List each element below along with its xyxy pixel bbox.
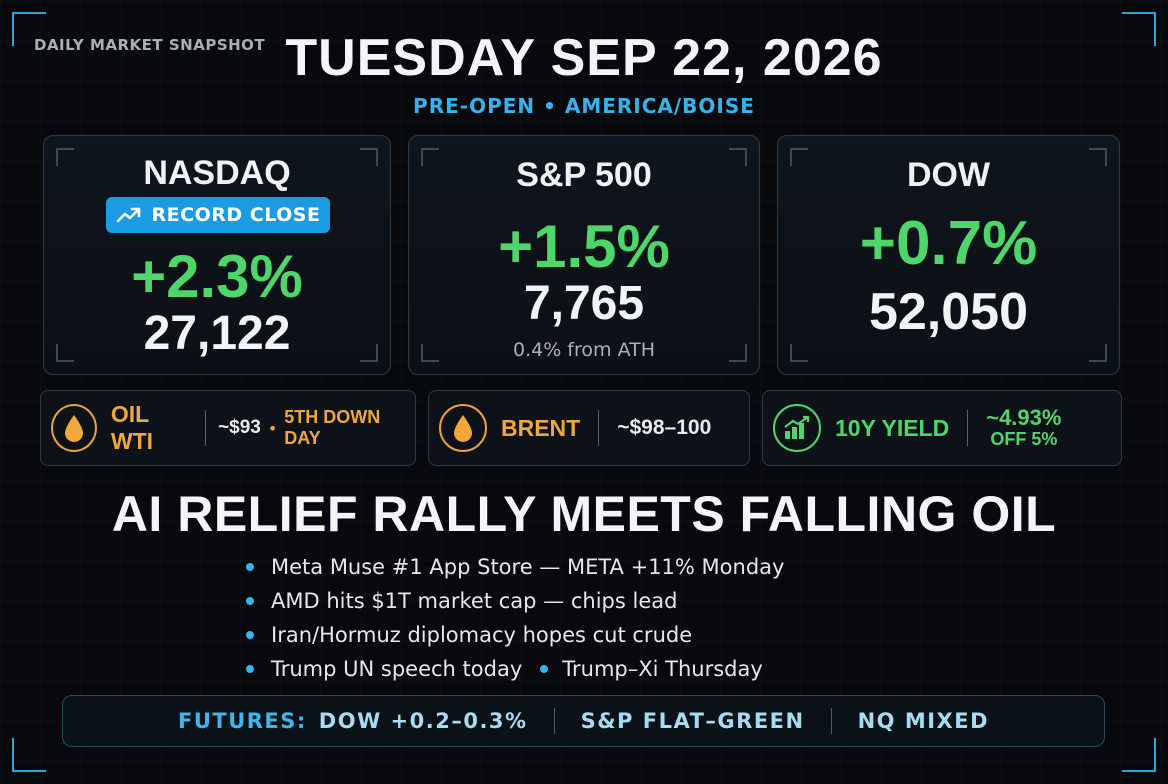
bullet-dot (246, 665, 254, 673)
bar-chart-up-icon (773, 404, 821, 452)
badge-label: RECORD CLOSE (151, 204, 321, 226)
futures-item-dow: DOW +0.2–0.3% (318, 709, 528, 733)
oil-drop-icon (51, 404, 97, 452)
frame-corner-top-right (1122, 12, 1156, 46)
frame-corner-top-left (12, 12, 46, 46)
index-value: 27,122 (143, 307, 291, 360)
futures-item-sp: S&P FLAT–GREEN (580, 709, 805, 733)
commodity-extra: 5TH DOWN DAY (284, 407, 381, 448)
oil-drop-icon (439, 404, 487, 452)
index-change: +2.3% (131, 243, 303, 310)
index-value: 52,050 (868, 283, 1029, 341)
bullet-dot (246, 563, 254, 571)
trend-up-icon (116, 207, 140, 223)
index-name: S&P 500 (516, 156, 652, 194)
page-subtitle: PRE-OPEN • AMERICA/BOISE (413, 94, 755, 118)
bullet-dot (246, 631, 254, 639)
bullet-dot (540, 665, 549, 673)
frame-corner-bottom-right (1122, 738, 1156, 772)
frame-corner-bottom-left (12, 738, 46, 772)
commodity-label: 10Y YIELD (835, 414, 950, 441)
list-item: Meta Muse #1 App Store — META +11% Monda… (246, 550, 784, 584)
list-item: AMD hits $1T market cap — chips lead (246, 584, 784, 618)
index-name: NASDAQ (143, 154, 291, 192)
futures-bar: FUTURES: DOW +0.2–0.3% S&P FLAT–GREEN NQ… (62, 695, 1105, 747)
kicker-label: DAILY MARKET SNAPSHOT (34, 36, 266, 54)
index-name: DOW (906, 156, 991, 194)
news-bullet-list: Meta Muse #1 App Store — META +11% Monda… (246, 550, 784, 686)
record-close-badge: RECORD CLOSE (106, 197, 330, 233)
ath-note: 0.4% from ATH (513, 339, 655, 361)
index-card-dow: DOW +0.7% 52,050 (777, 135, 1120, 375)
commodity-pill-10y: 10Y YIELD ~4.93% OFF 5% (762, 390, 1122, 466)
page-title: TUESDAY SEP 22, 2026 (285, 29, 883, 87)
bullet-dot (246, 597, 254, 605)
index-card-sp500: S&P 500 +1.5% 7,765 0.4% from ATH (408, 135, 760, 375)
commodity-label: BRENT (501, 414, 581, 441)
commodity-value: ~$93 (218, 417, 261, 438)
commodity-pill-brent: BRENT ~$98–100 (428, 390, 750, 466)
commodity-extra: OFF 5% (990, 429, 1058, 450)
list-item: Iran/Hormuz diplomacy hopes cut crude (246, 618, 784, 652)
index-change: +0.7% (859, 209, 1038, 278)
futures-item-nq: NQ MIXED (857, 709, 990, 733)
value-separator-dot: • (267, 418, 278, 438)
futures-label: FUTURES: (177, 709, 307, 733)
commodity-value: ~$98–100 (617, 416, 712, 439)
commodity-label: OIL WTI (110, 401, 154, 454)
index-change: +1.5% (498, 213, 670, 280)
index-card-nasdaq: NASDAQ RECORD CLOSE +2.3% 27,122 (43, 135, 391, 375)
index-value: 7,765 (523, 277, 645, 330)
list-item: Trump UN speech today Trump–Xi Thursday (246, 652, 784, 686)
commodity-value: ~4.93% (986, 405, 1062, 430)
commodity-pill-wti: OIL WTI ~$93 • 5TH DOWN DAY (40, 390, 416, 466)
headline: AI RELIEF RALLY MEETS FALLING OIL (111, 486, 1057, 542)
